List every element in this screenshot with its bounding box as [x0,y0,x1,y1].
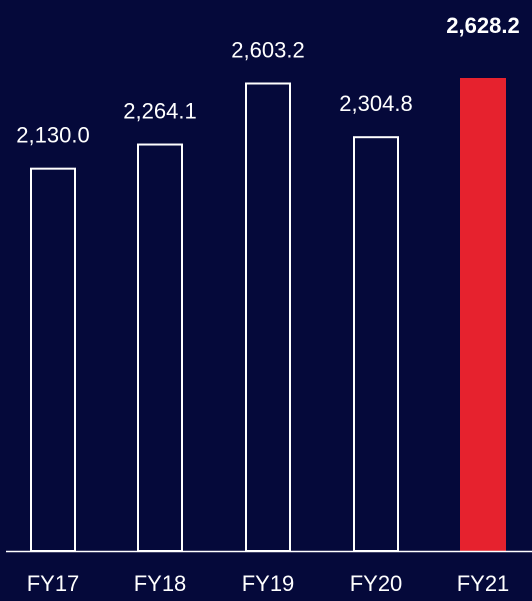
value-label-fy18: 2,264.1 [123,99,196,124]
value-labels-group: 2,130.0 2,264.1 2,603.2 2,304.8 2,628.2 [16,13,519,148]
value-label-fy17: 2,130.0 [16,123,89,148]
bar-fy20 [353,136,399,553]
x-tick-labels-group: FY17 FY18 FY19 FY20 FY21 [27,571,510,596]
x-tick-label-fy17: FY17 [27,571,80,596]
bar-fy21 [460,78,506,551]
x-tick-label-fy21: FY21 [457,571,510,596]
value-label-fy19: 2,603.2 [231,37,304,62]
value-label-fy20: 2,304.8 [339,91,412,116]
x-tick-label-fy18: FY18 [134,571,187,596]
x-tick-label-fy20: FY20 [350,571,403,596]
x-tick-label-fy19: FY19 [242,571,295,596]
bar-fy18 [137,143,183,552]
bar-fy19 [245,82,291,553]
bar-fy17 [30,167,76,552]
bars-group [30,78,506,553]
value-label-fy21: 2,628.2 [446,13,519,38]
